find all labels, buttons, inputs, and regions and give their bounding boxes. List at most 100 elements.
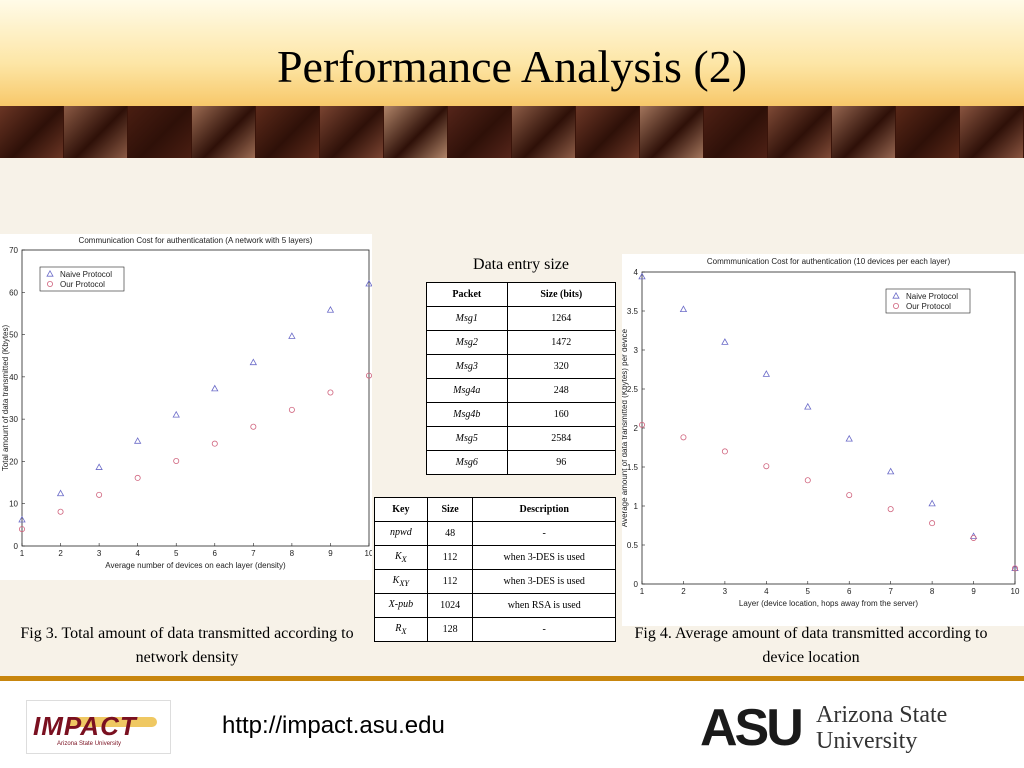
key-subscript: X [401,555,407,564]
y-tick-label: 60 [9,288,18,297]
y-tick-label: 0.5 [627,541,639,550]
photo-tile [256,106,320,158]
table-row: KX 112 when 3-DES is used [374,545,616,570]
key-subscript: X [401,627,407,636]
plot-frame [21,249,370,547]
size-cell: 248 [506,378,617,403]
x-tick-label: 5 [806,587,811,596]
our-protocol-point [970,534,977,541]
y-tick-label: 2 [634,424,639,433]
naive-protocol-point [365,279,373,287]
title-banner: Performance Analysis (2) [0,0,1024,106]
chart-device-location: Commmunication Cost for authentication (… [620,254,1024,626]
x-tick-label: 4 [764,587,769,596]
column-header: Size (bits) [506,282,617,307]
naive-protocol-point [1011,564,1019,572]
photo-tile [640,106,704,158]
x-tick-label: 7 [251,549,256,558]
naive-protocol-point [928,499,936,507]
our-protocol-point [887,506,894,513]
naive-protocol-point [95,463,103,470]
y-tick-label: 3 [634,346,639,355]
naive-protocol-point [845,434,853,442]
naive-protocol-point [886,467,895,475]
table-row: Msg3 320 [426,354,617,379]
table-row: npwd 48 - [374,521,616,546]
x-tick-label: 3 [97,549,102,558]
key-name: R [395,623,402,634]
our-protocol-point [804,477,811,484]
y-tick-label: 30 [9,415,18,424]
figure-3-caption: Fig 3. Total amount of data transmitted … [20,625,354,666]
our-protocol-point [365,372,372,379]
our-protocol-point [288,406,295,413]
size-cell: 112 [426,569,474,594]
size-cell: 2584 [506,426,617,451]
packet-cell: Msg4b [426,402,508,427]
key-cell: X-pub [374,593,428,618]
asu-logo-name-line2: University [816,728,918,754]
photo-tile [832,106,896,158]
key-subscript: XY [399,579,410,588]
y-tick-label: 4 [634,268,639,277]
description-cell: - [472,521,616,546]
description-cell: - [472,617,616,642]
naive-protocol-point [288,332,296,339]
key-cell: RX [374,617,428,642]
column-header: Size [426,497,474,522]
chart-network-density: Communication Cost for authenticatation … [0,234,374,580]
description-cell: when RSA is used [472,593,616,618]
our-protocol-point [721,448,728,455]
photo-tile [320,106,384,158]
our-protocol-point [134,474,141,481]
packet-cell: Msg6 [426,450,508,475]
our-protocol-point [638,421,645,428]
photo-tile [704,106,768,158]
key-name: K [394,551,402,562]
our-protocol-point [211,440,218,447]
key-name: X-pub [388,599,414,610]
size-cell: 112 [426,545,474,570]
plot-frame [641,271,1016,585]
legend-marker [892,291,900,299]
photo-tile [384,106,448,158]
legend-entry: Naive Protocol [60,270,112,279]
data-entry-size-title: Data entry size [473,256,569,273]
y-tick-label: 0 [14,542,19,551]
table-row: Msg1 1264 [426,306,617,331]
photo-tile [448,106,512,158]
our-protocol-point [1011,565,1018,572]
naive-protocol-point [721,338,729,345]
footer-url-link[interactable]: http://impact.asu.edu [222,712,445,739]
legend-entry: Our Protocol [60,280,105,289]
key-cell: KX [374,545,428,570]
column-header: Description [472,497,616,522]
photo-tile [896,106,960,158]
table-row: Msg5 2584 [426,426,617,451]
packet-cell: Msg1 [426,306,508,331]
x-tick-label: 4 [135,549,140,558]
table-row: RX 128 - [374,617,616,642]
legend-box [39,266,125,292]
x-tick-label: 9 [328,549,333,558]
packet-cell: Msg3 [426,354,508,379]
our-protocol-point [929,520,936,527]
our-protocol-point [173,458,180,465]
table-header-row: Key Size Description [374,497,616,522]
photo-tile [768,106,832,158]
our-protocol-point [250,423,257,430]
legend-marker [47,281,54,288]
size-cell: 48 [426,521,474,546]
table-row: Msg4b 160 [426,402,617,427]
photo-tile [128,106,192,158]
data-entry-size-table: Packet Size (bits) Msg1 1264 Msg2 1472 Msg… [426,282,617,475]
naive-protocol-point [211,384,219,392]
x-tick-label: 2 [58,549,63,558]
column-header: Key [374,497,428,522]
y-tick-label: 3.5 [627,307,639,316]
naive-protocol-point [172,410,180,418]
key-cell: KXY [374,569,428,594]
key-name: npwd [390,527,412,538]
table-row: Msg2 1472 [426,330,617,355]
legend-marker [892,303,899,310]
